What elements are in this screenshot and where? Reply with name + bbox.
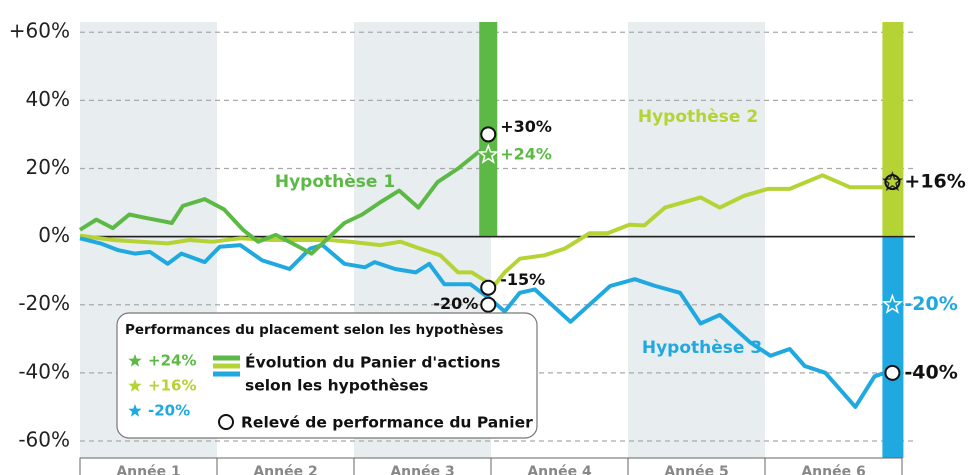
y-tick-label: 20% <box>26 155 70 179</box>
legend-line-label: Évolution du Panier d'actions <box>245 353 500 372</box>
circle-marker <box>480 296 497 313</box>
legend-title: Performances du placement selon les hypo… <box>125 322 503 338</box>
marker-label: +16% <box>904 171 965 193</box>
y-tick-label: +60% <box>9 19 70 43</box>
legend-line-label: selon les hypothèses <box>245 377 428 395</box>
y-tick-label: -60% <box>18 427 70 451</box>
marker-label: -40% <box>904 361 957 383</box>
marker-label: -20% <box>904 293 957 315</box>
legend-box <box>116 312 538 439</box>
y-tick-label: -40% <box>18 359 70 383</box>
x-tick-label: Année 2 <box>253 464 317 475</box>
marker-label: +24% <box>500 144 552 163</box>
circle-marker <box>480 126 497 143</box>
circle-marker <box>884 174 901 191</box>
series-label: Hypothèse 3 <box>642 338 762 358</box>
x-tick-label: Année 6 <box>801 464 865 475</box>
x-tick-label: Année 3 <box>390 464 454 475</box>
y-tick-label: -20% <box>18 291 70 315</box>
legend: Performances du placement selon les hypo… <box>116 312 538 439</box>
series-line <box>79 236 891 409</box>
circle-marker <box>884 364 901 381</box>
circle-marker <box>480 279 497 296</box>
highlight-bar <box>882 22 904 237</box>
legend-star <box>128 379 142 392</box>
legend-star-label: -20% <box>148 402 190 420</box>
legend-star <box>128 404 142 417</box>
star-marker <box>477 143 499 164</box>
x-label-box <box>764 457 903 475</box>
marker-label: -20% <box>433 294 478 313</box>
star-marker <box>881 293 904 314</box>
legend-star-label: +24% <box>148 352 196 370</box>
legend-star <box>128 354 142 367</box>
y-tick-label: 0% <box>38 223 70 247</box>
series-label: Hypothèse 1 <box>275 172 395 192</box>
legend-circle <box>218 414 234 430</box>
series-label: Hypothèse 2 <box>638 107 758 127</box>
year-band <box>628 22 765 458</box>
highlight-bar <box>882 236 904 458</box>
x-tick-label: Année 1 <box>116 464 180 475</box>
x-tick-label: Année 5 <box>664 464 728 475</box>
y-tick-label: 40% <box>26 87 70 111</box>
legend-circle-label: Relevé de performance du Panier <box>241 414 533 432</box>
series-line <box>78 146 486 256</box>
x-tick-label: Année 4 <box>527 464 592 475</box>
marker-label: -15% <box>500 270 545 289</box>
legend-star-label: +16% <box>148 377 196 395</box>
marker-label: +30% <box>500 117 552 136</box>
